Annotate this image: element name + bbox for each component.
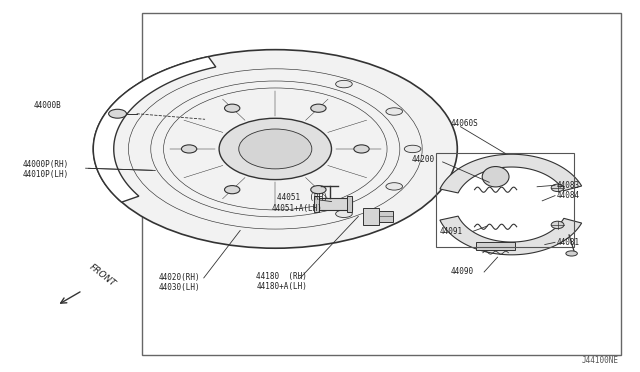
- Text: 44010P(LH): 44010P(LH): [23, 170, 69, 179]
- Text: FRONT: FRONT: [88, 263, 117, 289]
- Text: 44000P(RH): 44000P(RH): [23, 160, 69, 169]
- Text: 44083: 44083: [556, 181, 579, 190]
- Ellipse shape: [386, 183, 403, 190]
- Ellipse shape: [335, 210, 352, 218]
- Ellipse shape: [219, 118, 332, 180]
- Ellipse shape: [335, 80, 352, 88]
- Text: J44100NE: J44100NE: [582, 356, 619, 365]
- Text: 44180  (RH): 44180 (RH): [256, 272, 307, 281]
- Bar: [379, 211, 393, 222]
- Polygon shape: [440, 216, 582, 255]
- Bar: [143, 13, 621, 355]
- Ellipse shape: [354, 145, 369, 153]
- Bar: [314, 198, 352, 210]
- Text: 44060S: 44060S: [451, 119, 479, 128]
- Ellipse shape: [551, 184, 564, 192]
- Text: 44000B: 44000B: [34, 101, 61, 110]
- Text: 44030(LH): 44030(LH): [159, 283, 201, 292]
- Ellipse shape: [404, 145, 421, 153]
- Text: 44051  (RH): 44051 (RH): [276, 193, 328, 202]
- Bar: [363, 208, 379, 225]
- Ellipse shape: [311, 104, 326, 112]
- Ellipse shape: [311, 186, 326, 194]
- Text: 44084: 44084: [556, 191, 579, 200]
- Polygon shape: [440, 154, 582, 193]
- Ellipse shape: [93, 49, 458, 248]
- Ellipse shape: [181, 145, 196, 153]
- Text: 44091: 44091: [440, 227, 463, 236]
- Text: 44020(RH): 44020(RH): [159, 273, 201, 282]
- Ellipse shape: [482, 167, 509, 187]
- Text: 44180+A(LH): 44180+A(LH): [256, 282, 307, 291]
- Bar: [476, 242, 515, 250]
- Text: 44081: 44081: [556, 238, 579, 247]
- Ellipse shape: [225, 186, 240, 194]
- Bar: [436, 153, 574, 247]
- Text: 44090: 44090: [451, 267, 474, 276]
- Ellipse shape: [239, 129, 312, 169]
- Text: 44051+A(LH): 44051+A(LH): [272, 204, 323, 213]
- Bar: [347, 196, 352, 212]
- Bar: [314, 196, 319, 212]
- Text: 44200: 44200: [412, 155, 435, 164]
- Ellipse shape: [551, 221, 564, 229]
- Ellipse shape: [566, 251, 577, 256]
- Polygon shape: [93, 57, 216, 202]
- Ellipse shape: [109, 109, 127, 118]
- Ellipse shape: [225, 104, 240, 112]
- Ellipse shape: [386, 108, 403, 115]
